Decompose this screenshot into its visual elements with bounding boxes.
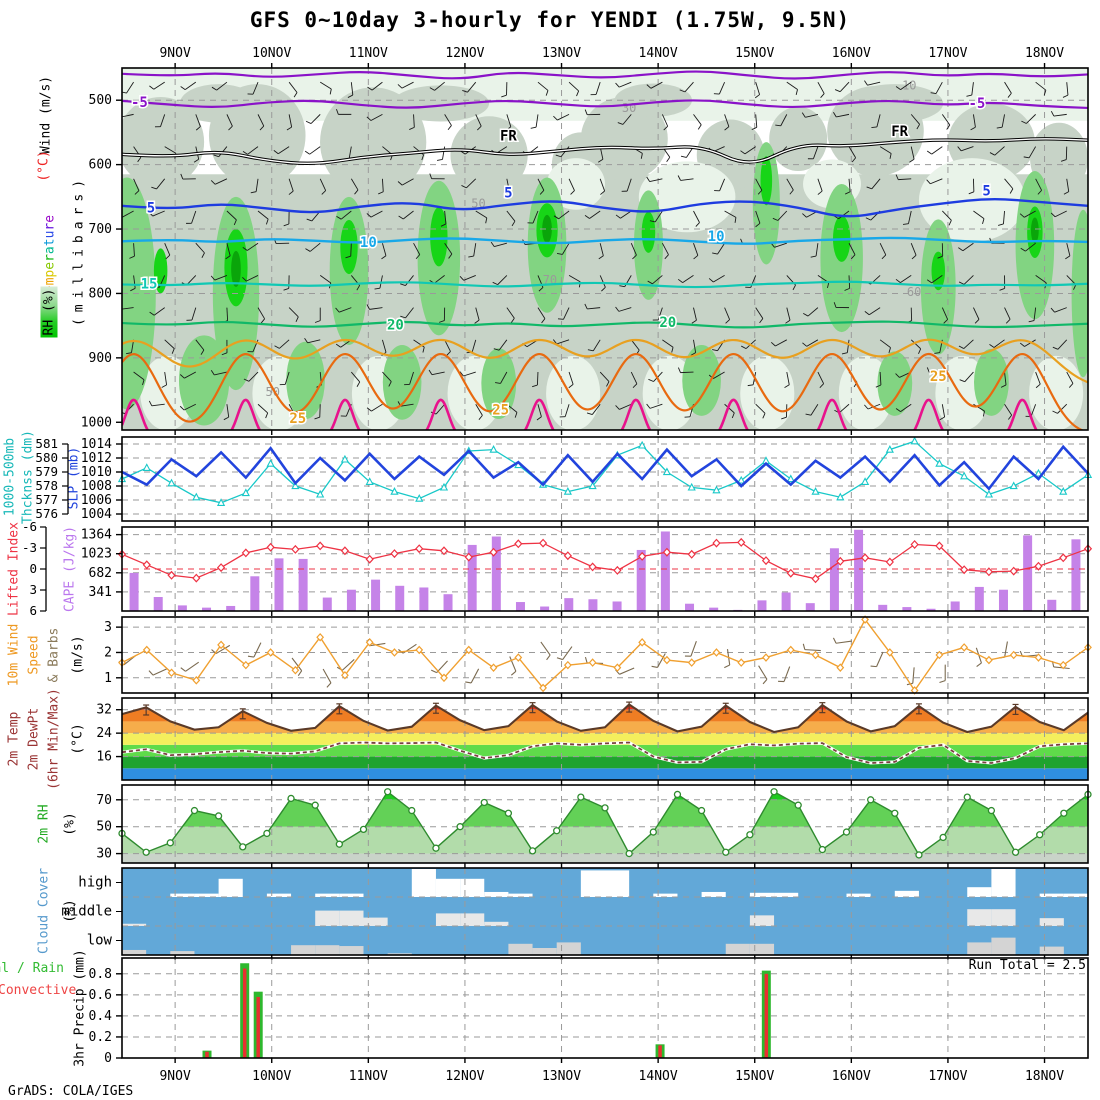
svg-text:15NOV: 15NOV (735, 1069, 774, 1084)
svg-text:10: 10 (902, 78, 916, 92)
svg-text:10NOV: 10NOV (252, 46, 291, 61)
svg-text:low: low (87, 933, 113, 949)
svg-text:50: 50 (96, 820, 112, 835)
svg-text:2: 2 (104, 645, 112, 660)
svg-text:12NOV: 12NOV (445, 1069, 484, 1084)
svg-text:32: 32 (96, 703, 112, 718)
svg-text:580: 580 (35, 450, 58, 465)
panel-cloud-cover: high middle low (61, 867, 1089, 960)
svg-text:25: 25 (492, 403, 509, 419)
svg-text:1008: 1008 (81, 479, 112, 494)
svg-text:600: 600 (89, 158, 112, 173)
svg-text:1364: 1364 (81, 528, 112, 543)
svg-text:11NOV: 11NOV (349, 1069, 388, 1084)
legend-convective: Convective (0, 983, 77, 998)
svg-text:11NOV: 11NOV (349, 46, 388, 61)
svg-text:0.2: 0.2 (89, 1030, 112, 1045)
svg-text:1023: 1023 (81, 547, 112, 562)
svg-text:576: 576 (35, 506, 58, 521)
svg-text:17NOV: 17NOV (928, 1069, 967, 1084)
svg-text:1014: 1014 (81, 437, 112, 452)
svg-text:14NOV: 14NOV (639, 1069, 678, 1084)
svg-text:25: 25 (289, 411, 306, 427)
svg-text:-6: -6 (22, 519, 37, 534)
svg-text:9NOV: 9NOV (159, 46, 190, 61)
svg-text:0.4: 0.4 (89, 1009, 113, 1024)
svg-text:-3: -3 (22, 540, 37, 555)
svg-text:700: 700 (89, 222, 112, 237)
svg-text:16NOV: 16NOV (832, 46, 871, 61)
svg-text:high: high (78, 875, 112, 891)
svg-text:middle: middle (61, 904, 112, 920)
svg-text:14NOV: 14NOV (639, 46, 678, 61)
svg-text:16: 16 (96, 750, 112, 765)
svg-text:FR: FR (500, 128, 517, 144)
run-total: Run Total = 2.5 (968, 958, 1086, 973)
svg-text:0.8: 0.8 (89, 967, 112, 982)
svg-text:13NOV: 13NOV (542, 46, 581, 61)
svg-text:60: 60 (907, 285, 921, 299)
svg-text:30: 30 (96, 847, 112, 862)
svg-text:341: 341 (89, 585, 112, 600)
svg-text:70: 70 (96, 793, 112, 808)
svg-text:3: 3 (104, 620, 112, 635)
svg-text:5: 5 (504, 186, 512, 202)
panel-2m-rh: 30 50 70 (96, 784, 1092, 868)
svg-text:0.6: 0.6 (89, 988, 112, 1003)
svg-text:0: 0 (104, 1051, 112, 1066)
panel-10m-wind: 1 2 3 (104, 615, 1092, 698)
svg-text:1004: 1004 (81, 507, 112, 522)
svg-text:13NOV: 13NOV (542, 1069, 581, 1084)
svg-text:10: 10 (360, 235, 377, 251)
svg-text:1000: 1000 (81, 415, 112, 430)
svg-text:12NOV: 12NOV (445, 46, 484, 61)
svg-text:20: 20 (659, 315, 676, 331)
svg-text:10: 10 (708, 229, 725, 245)
svg-text:15: 15 (141, 276, 158, 292)
svg-text:578: 578 (35, 478, 58, 493)
svg-text:900: 900 (89, 351, 112, 366)
svg-text:10NOV: 10NOV (252, 1069, 291, 1084)
svg-text:5: 5 (982, 184, 990, 200)
svg-text:FR: FR (891, 124, 908, 140)
svg-text:1: 1 (104, 671, 112, 686)
svg-text:18NOV: 18NOV (1025, 1069, 1064, 1084)
panel-cape-li: 341 682 1023 1364 -6 -3 0 3 6 (22, 519, 1093, 618)
svg-text:579: 579 (35, 464, 58, 479)
svg-text:1012: 1012 (81, 451, 112, 466)
svg-text:24: 24 (96, 726, 112, 741)
svg-text:17NOV: 17NOV (928, 46, 967, 61)
svg-text:50: 50 (471, 196, 485, 210)
svg-text:-5: -5 (131, 95, 148, 111)
svg-text:18NOV: 18NOV (1025, 46, 1064, 61)
panel-2m-temp: 16 24 32 (96, 697, 1089, 785)
svg-text:3: 3 (29, 582, 37, 597)
svg-text:0: 0 (29, 561, 37, 576)
legend-total-rain: Total / Rain (0, 961, 64, 976)
svg-text:9NOV: 9NOV (159, 1069, 190, 1084)
panel-precip: 0 0.2 0.4 0.6 0.8 9NOV 10NOV 11NOV 12NOV 13NOV 14N… (89, 957, 1089, 1084)
svg-text:16NOV: 16NOV (832, 1069, 871, 1084)
svg-text:577: 577 (35, 492, 58, 507)
grads-credit: GrADS: COLA/IGES (8, 1084, 134, 1099)
svg-text:20: 20 (387, 318, 404, 334)
svg-text:25: 25 (930, 369, 947, 385)
svg-text:15NOV: 15NOV (735, 46, 774, 61)
svg-text:5: 5 (147, 200, 155, 216)
svg-text:800: 800 (89, 286, 112, 301)
svg-text:6: 6 (29, 603, 37, 618)
svg-text:-5: -5 (968, 96, 985, 112)
svg-text:1006: 1006 (81, 493, 112, 508)
svg-text:1010: 1010 (81, 465, 112, 480)
svg-text:30: 30 (622, 101, 636, 115)
svg-text:581: 581 (35, 436, 58, 451)
svg-text:682: 682 (89, 566, 112, 581)
svg-text:500: 500 (89, 93, 112, 108)
page-title: GFS 0~10day 3-hourly for YENDI (1.75W, 9… (249, 8, 851, 32)
